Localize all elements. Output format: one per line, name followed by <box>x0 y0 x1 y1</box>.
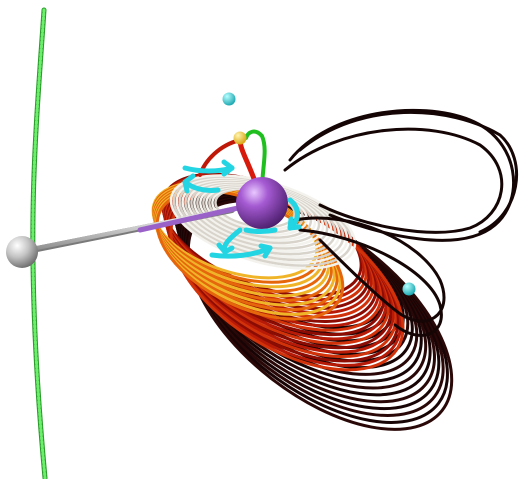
cyan-dot-icon <box>402 282 416 296</box>
side-atom-icon <box>6 236 38 268</box>
green-chain-icon <box>30 7 48 479</box>
flow-arrows-icon <box>182 159 302 259</box>
yellow-dot-icon <box>233 131 247 145</box>
bond-rod <box>19 205 241 255</box>
field-loops-extended <box>283 108 519 337</box>
central-atom-icon <box>236 177 288 229</box>
cyan-dot-icon <box>222 92 236 106</box>
